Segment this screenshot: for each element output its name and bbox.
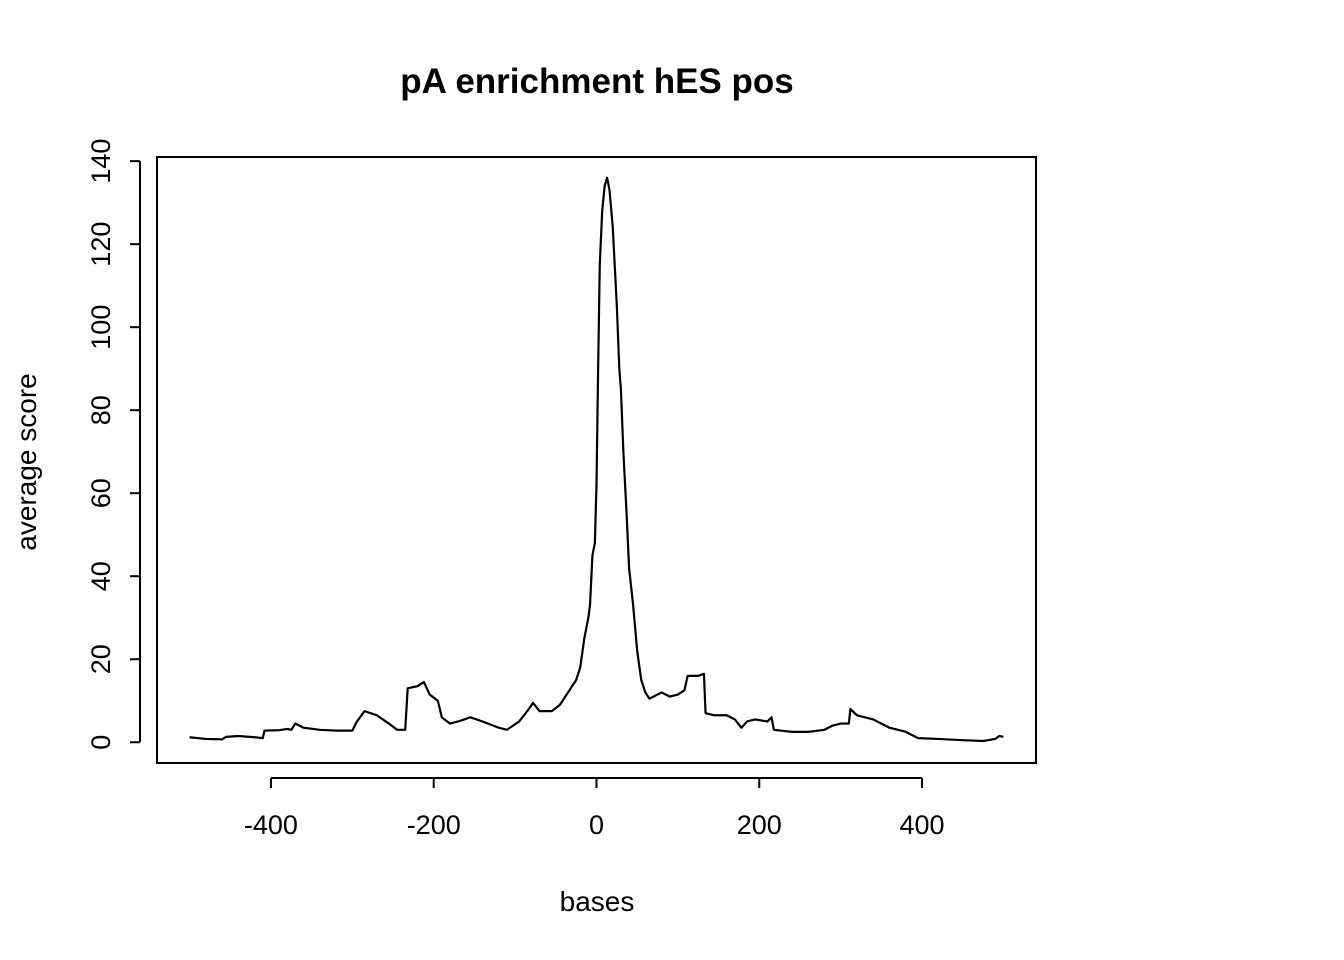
x-axis-label: bases	[560, 886, 635, 917]
x-tick-label: -200	[407, 810, 461, 840]
y-axis-label: average score	[11, 373, 42, 550]
x-tick-label: 0	[589, 810, 604, 840]
x-tick-label: -400	[244, 810, 298, 840]
plot-box	[156, 156, 1037, 764]
x-tick-label: 400	[900, 810, 945, 840]
y-tick-label: 140	[86, 139, 116, 184]
data-line	[189, 176, 1004, 743]
y-tick-label: 120	[86, 222, 116, 267]
y-tick-label: 0	[86, 735, 116, 750]
y-tick-label: 20	[86, 644, 116, 674]
chart-title: pA enrichment hES pos	[400, 62, 793, 101]
y-tick-label: 100	[86, 305, 116, 350]
y-tick-label: 40	[86, 561, 116, 591]
y-tick-label: 60	[86, 478, 116, 508]
y-tick-label: 80	[86, 395, 116, 425]
x-tick-label: 200	[737, 810, 782, 840]
